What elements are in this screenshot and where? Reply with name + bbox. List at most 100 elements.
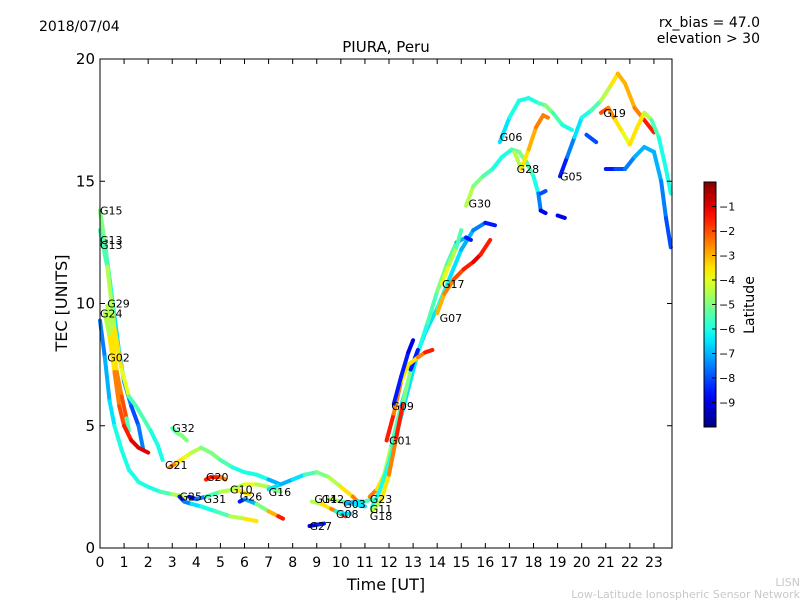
colorbar-tick-label: −9: [719, 397, 735, 410]
track-segment: [589, 98, 603, 113]
elevation-label: elevation > 30: [657, 31, 760, 47]
satellite-label: G26: [240, 491, 263, 504]
track-segment: [406, 338, 416, 355]
track-segment: [199, 504, 218, 514]
satellite-label: G14: [314, 493, 337, 506]
track-segment: [126, 467, 141, 484]
x-tick-label: 12: [380, 555, 398, 571]
track-segment: [649, 118, 661, 140]
track-segment: [512, 149, 524, 172]
x-tick-label: 17: [501, 555, 519, 571]
satellite-label: G25: [179, 491, 202, 504]
track-segment: [302, 470, 319, 477]
series-track: [555, 213, 567, 220]
colorbar-tick-label: −4: [719, 274, 735, 287]
satellite-label: G05: [560, 170, 583, 183]
y-tick-label: 10: [76, 295, 95, 313]
track-segment: [326, 475, 343, 489]
series-track: [603, 145, 673, 250]
track-segment: [401, 367, 413, 404]
track-segment: [461, 259, 476, 272]
series-track: [384, 347, 435, 443]
series-track: [367, 220, 497, 499]
track-segment: [387, 435, 399, 477]
track-segment: [213, 509, 233, 519]
date-label: 2018/07/04: [39, 19, 120, 35]
track-segment: [254, 472, 271, 482]
satellite-label: G11: [370, 503, 393, 516]
track-segment: [98, 208, 107, 245]
satellite-label: G08: [336, 508, 359, 521]
series-track: [334, 509, 353, 516]
track-segment: [276, 514, 286, 521]
track-segment: [635, 110, 647, 130]
satellite-label: G29: [107, 298, 130, 311]
track-segment: [230, 482, 247, 492]
colorbar: −9 −8 −7 −6 −5 −4 −3 −2 −1: [703, 181, 735, 428]
track-segment: [623, 154, 637, 172]
series-track: [439, 228, 464, 286]
track-segment: [555, 213, 567, 220]
track-segment: [425, 289, 440, 326]
track-segment: [136, 423, 146, 453]
track-segment: [423, 347, 435, 355]
x-tick-label: 0: [96, 555, 105, 571]
track-segment: [452, 267, 466, 282]
track-segment: [598, 83, 613, 103]
track-segment: [519, 147, 531, 172]
track-segment: [642, 118, 656, 135]
track-segment: [112, 369, 122, 409]
colorbar-tick-label: −5: [719, 299, 735, 312]
track-segment: [435, 291, 447, 316]
track-segment: [218, 475, 228, 482]
track-segment: [558, 154, 570, 179]
rx-bias-label: rx_bias = 47.0: [659, 15, 760, 31]
satellite-label: G12: [322, 493, 345, 506]
track-segment: [126, 394, 139, 409]
series-track: [170, 426, 189, 443]
track-segment: [399, 350, 411, 379]
track-segment: [338, 484, 355, 499]
track-segment: [613, 118, 625, 135]
series-track: [98, 228, 165, 462]
track-segment: [391, 374, 404, 406]
satellite-label: G16: [269, 486, 292, 499]
x-tick-label: 15: [452, 555, 470, 571]
series-track: [584, 132, 599, 145]
track-segment: [524, 159, 536, 179]
y-tick-label: 5: [85, 417, 95, 435]
track-segment: [112, 423, 124, 453]
track-segment: [627, 125, 640, 147]
track-segment: [615, 71, 628, 86]
credit-short: LISN: [775, 576, 800, 589]
series-track: [598, 105, 673, 196]
track-segment: [134, 404, 146, 421]
track-segment: [656, 135, 668, 172]
track-segment: [350, 501, 367, 509]
x-tick-label: 10: [332, 555, 350, 571]
x-tick-label: 5: [216, 555, 225, 571]
x-tick-label: 20: [573, 555, 591, 571]
satellite-label: G28: [517, 163, 540, 176]
track-segment: [608, 71, 620, 88]
track-segment: [550, 110, 565, 128]
satellite-label: G24: [100, 307, 123, 320]
track-segment: [454, 228, 464, 250]
track-segment: [533, 113, 546, 130]
track-segment: [538, 208, 548, 216]
track-segment: [158, 489, 175, 497]
track-segment: [102, 311, 112, 340]
track-segment: [447, 247, 464, 282]
series-track: [187, 487, 252, 502]
track-segment: [148, 428, 160, 448]
x-tick-label: 3: [168, 555, 177, 571]
satellite-label: G27: [310, 520, 333, 533]
x-tick-label: 14: [428, 555, 446, 571]
x-tick-label: 23: [645, 555, 663, 571]
track-segment: [326, 497, 343, 504]
series-track: [102, 311, 151, 455]
colorbar-tick-label: −3: [719, 250, 735, 263]
series-track: [558, 71, 656, 179]
track-segment: [560, 123, 575, 132]
satellite-label: G20: [206, 471, 229, 484]
